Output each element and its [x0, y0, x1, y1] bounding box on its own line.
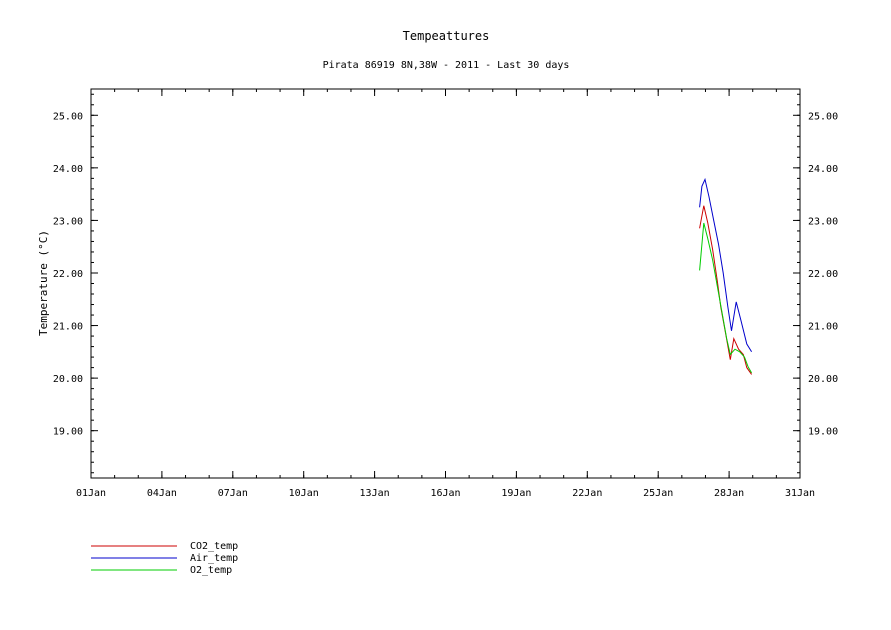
x-tick-label: 04Jan [147, 488, 177, 499]
y-tick-label-right: 19.00 [808, 427, 838, 438]
series-line-air-temp [699, 177, 753, 353]
y-tick-label-left: 24.00 [53, 164, 83, 175]
legend-label: O2_temp [190, 565, 232, 576]
x-tick-label: 28Jan [714, 488, 744, 499]
y-tick-label-left: 23.00 [53, 216, 83, 227]
y-tick-label-right: 20.00 [808, 374, 838, 385]
y-tick-label-left: 25.00 [53, 111, 83, 122]
x-tick-label: 10Jan [289, 488, 319, 499]
x-tick-label: 31Jan [785, 488, 815, 499]
chart-subtitle: Pirata 86919 8N,38W - 2011 - Last 30 day… [323, 60, 570, 71]
y-tick-label-right: 22.00 [808, 269, 838, 280]
series-line-o2-temp [699, 222, 753, 374]
x-tick-label: 25Jan [643, 488, 673, 499]
y-tick-label-right: 21.00 [808, 322, 838, 333]
x-tick-label: 19Jan [501, 488, 531, 499]
y-axis-label: Temperature (°C) [37, 230, 50, 336]
x-tick-label: 01Jan [76, 488, 106, 499]
x-tick-label: 07Jan [218, 488, 248, 499]
x-tick-label: 16Jan [430, 488, 460, 499]
x-tick-label: 22Jan [572, 488, 602, 499]
y-tick-label-right: 25.00 [808, 111, 838, 122]
y-tick-label-right: 23.00 [808, 216, 838, 227]
legend-label: CO2_temp [190, 541, 238, 552]
y-tick-label-right: 24.00 [808, 164, 838, 175]
y-tick-label-left: 22.00 [53, 269, 83, 280]
x-tick-label: 13Jan [360, 488, 390, 499]
chart-title: Tempeattures [403, 29, 490, 43]
legend-label: Air_temp [190, 553, 238, 564]
plot-frame [90, 88, 801, 479]
data-series [699, 177, 753, 375]
y-tick-label-left: 21.00 [53, 322, 83, 333]
axes: 01Jan 04Jan 07Jan 10Jan 13Jan 16Jan 19Jan 22Jan… [53, 89, 838, 499]
y-tick-label-left: 19.00 [53, 427, 83, 438]
y-tick-label-left: 20.00 [53, 374, 83, 385]
